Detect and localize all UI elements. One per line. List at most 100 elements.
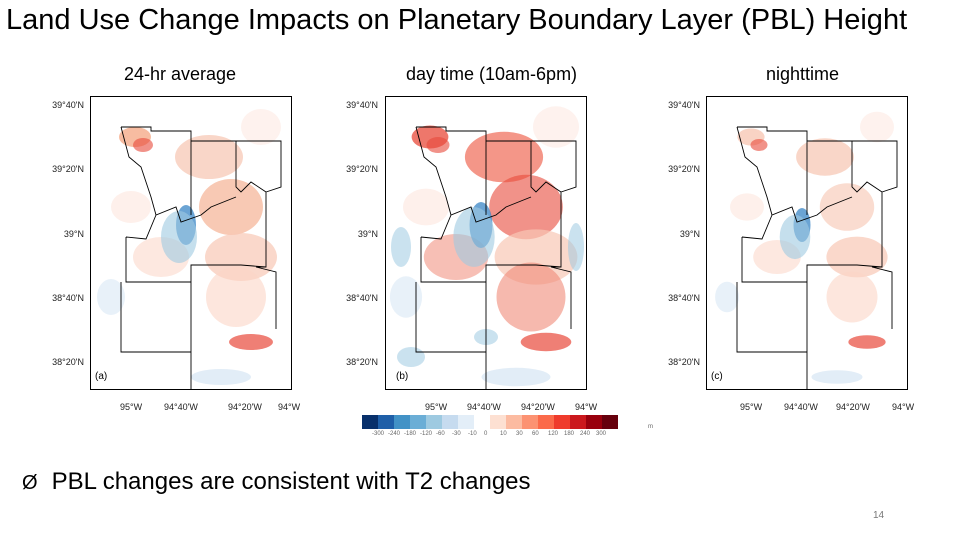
pbl-anomaly-blob-10: [453, 207, 495, 267]
colorbar-label-10: 60: [532, 431, 539, 437]
lat-tick-a-4: 38°20'N: [52, 357, 84, 367]
lat-tick-c-1: 39°20'N: [668, 164, 700, 174]
pbl-map-daytime: (b): [385, 96, 587, 390]
pbl-anomaly-blob-13: [241, 109, 281, 145]
pbl-anomaly-blob-3: [199, 179, 263, 235]
pbl-anomaly-blob-12: [97, 279, 125, 315]
colorbar-label-14: 300: [596, 431, 607, 437]
colorbar-labels: -300 -240 -180 -120 -60 -30 -10 0 10 30 60 120 180 24…: [362, 431, 618, 439]
bullet-arrow-icon: Ø: [22, 472, 38, 494]
colorbar-swatch-12: [554, 415, 570, 429]
pbl-anomaly-blob-7: [520, 332, 572, 352]
bullet-point: Ø PBL changes are consistent with T2 chan…: [22, 468, 531, 496]
colorbar-label-12: 180: [564, 431, 575, 437]
lat-tick-b-3: 38°40'N: [346, 293, 378, 303]
colorbar-swatch-2: [394, 415, 410, 429]
panel-heading-24hr: 24-hr average: [124, 64, 237, 84]
pbl-anomaly-blob-7: [848, 335, 886, 349]
colorbar-swatch-9: [506, 415, 522, 429]
panel-label-b: (b): [396, 371, 409, 382]
lon-tick-c-2: 94°20'W: [836, 402, 870, 412]
colorbar-swatch-13: [570, 415, 586, 429]
panel-label-c: (c): [711, 371, 723, 382]
lon-tick-c-0: 95°W: [740, 402, 763, 412]
panel-heading-daytime: day time (10am-6pm): [406, 64, 578, 84]
pbl-anomaly-blob-4: [826, 236, 888, 278]
pbl-anomaly-blob-1: [133, 138, 153, 152]
pbl-cool-blob-1: [568, 223, 584, 271]
pbl-anomaly-blob-3: [489, 174, 563, 240]
lon-tick-a-0: 95°W: [120, 402, 143, 412]
map-a-svg: [97, 109, 282, 389]
pbl-anomaly-blob-1: [426, 136, 450, 154]
slide-title: Land Use Change Impacts on Planetary Bou…: [6, 4, 908, 36]
colorbar-swatch-4: [426, 415, 442, 429]
lat-tick-c-4: 38°20'N: [668, 357, 700, 367]
colorbar-label-0: -300: [372, 431, 385, 437]
page-number: 14: [873, 510, 885, 521]
colorbar-label-13: 240: [580, 431, 591, 437]
colorbar-label-9: 30: [516, 431, 523, 437]
bullet-text: PBL changes are consistent with T2 chang…: [51, 468, 531, 495]
pbl-anomaly-blob-13: [533, 106, 579, 148]
pbl-map-nighttime: (c): [706, 96, 908, 390]
pbl-anomaly-blob-8: [730, 193, 764, 221]
pbl-anomaly-blob-7: [229, 334, 273, 350]
colorbar-label-1: -240: [388, 431, 401, 437]
colorbar-label-7: 0: [484, 431, 488, 437]
colorbar: [362, 415, 618, 429]
pbl-anomaly-blob-8: [111, 191, 151, 223]
colorbar-label-11: 120: [548, 431, 559, 437]
lat-tick-b-1: 39°20'N: [346, 164, 378, 174]
lat-tick-b-2: 39°N: [357, 229, 378, 239]
pbl-anomaly-blob-12: [389, 276, 423, 318]
lat-tick-a-1: 39°20'N: [52, 164, 84, 174]
pbl-anomaly-blob-5: [826, 271, 878, 323]
pbl-anomaly-blob-10: [161, 211, 197, 263]
colorbar-swatch-11: [538, 415, 554, 429]
colorbar-label-8: 10: [500, 431, 507, 437]
lon-tick-c-3: 94°W: [892, 402, 915, 412]
map-c-svg: [715, 111, 898, 389]
pbl-anomaly-blob-11: [191, 369, 251, 385]
lat-tick-c-3: 38°40'N: [668, 293, 700, 303]
colorbar-swatch-8: [490, 415, 506, 429]
lon-tick-a-3: 94°W: [278, 402, 301, 412]
pbl-anomaly-blob-11: [481, 367, 551, 387]
pbl-anomaly-blob-2: [175, 135, 243, 179]
lat-tick-a-2: 39°N: [63, 229, 84, 239]
lon-tick-b-0: 95°W: [425, 402, 448, 412]
county-boundaries: [736, 126, 898, 389]
lon-tick-b-1: 94°40'W: [467, 402, 501, 412]
map-b-svg: [389, 106, 584, 389]
lon-tick-c-1: 94°40'W: [784, 402, 818, 412]
panel-heading-nighttime: nighttime: [766, 64, 840, 84]
pbl-anomaly-blob-1: [750, 139, 768, 151]
colorbar-swatch-14: [586, 415, 602, 429]
lat-tick-a-3: 38°40'N: [52, 293, 84, 303]
colorbar-unit: m: [648, 424, 653, 430]
colorbar-swatch-6: [458, 415, 474, 429]
colorbar-swatch-1: [378, 415, 394, 429]
colorbar-swatch-0: [362, 415, 378, 429]
colorbar-label-6: -10: [468, 431, 477, 437]
colorbar-swatch-3: [410, 415, 426, 429]
panel-label-a: (a): [95, 371, 108, 382]
pbl-anomaly-blob-3: [819, 183, 875, 231]
county-boundaries: [415, 126, 577, 389]
colorbar-label-5: -30: [452, 431, 461, 437]
pbl-cool-blob-2: [397, 347, 425, 367]
pbl-anomaly-blob-2: [464, 131, 544, 183]
county-boundaries: [120, 126, 282, 389]
pbl-anomaly-blob-13: [860, 111, 894, 143]
lat-tick-a-0: 39°40'N: [52, 100, 84, 110]
lon-tick-a-2: 94°20'W: [228, 402, 262, 412]
colorbar-swatch-7: [474, 415, 490, 429]
colorbar-swatch-15: [602, 415, 618, 429]
colorbar-label-4: -60: [436, 431, 445, 437]
colorbar-swatch-10: [522, 415, 538, 429]
pbl-anomaly-blob-5: [206, 267, 266, 327]
pbl-anomaly-blob-12: [715, 281, 739, 313]
lon-tick-b-3: 94°W: [575, 402, 598, 412]
colorbar-label-2: -180: [404, 431, 417, 437]
